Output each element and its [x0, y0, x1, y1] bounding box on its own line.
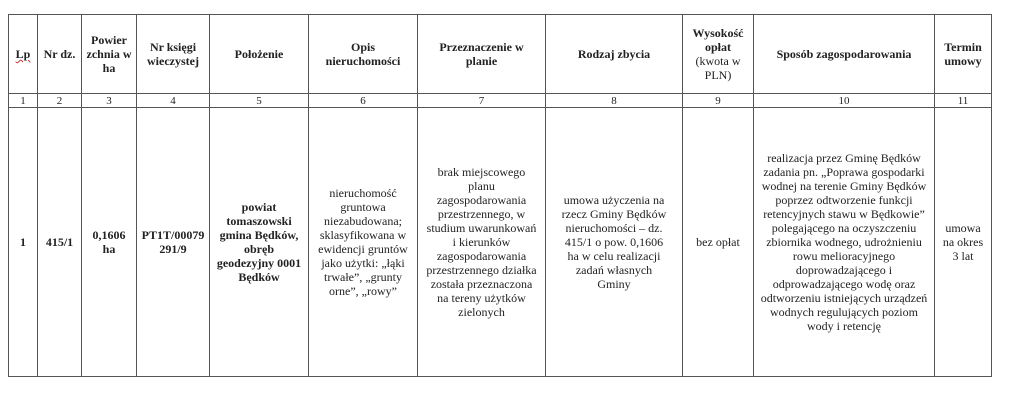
column-number: 1 [8, 93, 38, 108]
header-oplaty: Wysokość opłat (kwota w PLN) [682, 14, 754, 94]
property-table: Lp Nr dz. Powier zchnia w ha Nr księgi w… [8, 14, 992, 377]
table-row: 1 415/1 0,1606 ha PT1T/00079291/9 powiat… [8, 107, 992, 377]
cell-powierzchnia: 0,1606 ha [81, 107, 137, 377]
header-powierzchnia: Powier zchnia w ha [81, 14, 137, 94]
cell-rodzaj: umowa użyczenia na rzecz Gminy Będków ni… [545, 107, 683, 377]
cell-termin: umowa na okres 3 lat [934, 107, 992, 377]
header-polozenie: Położenie [209, 14, 309, 94]
header-label: Lp [15, 47, 31, 61]
cell-oplaty: bez opłat [682, 107, 754, 377]
cell-nr-dz: 415/1 [37, 107, 82, 377]
header-opis: Opis nieruchomości [308, 14, 418, 94]
header-lp: Lp [8, 14, 38, 94]
header-przeznaczenie: Przeznaczenie w planie [417, 14, 546, 94]
header-rodzaj: Rodzaj zbycia [545, 14, 683, 94]
header-label: Wysokość opłat [692, 26, 744, 54]
column-number-row: 1 2 3 4 5 6 7 8 9 10 11 [8, 93, 992, 108]
cell-przeznaczenie: brak miejscowego planu zagospodarowania … [417, 107, 546, 377]
column-number: 10 [753, 93, 935, 108]
column-number: 9 [682, 93, 754, 108]
column-number: 3 [81, 93, 137, 108]
cell-sposob: realizacja przez Gminę Będków zadania pn… [753, 107, 935, 377]
column-number: 7 [417, 93, 546, 108]
column-number: 4 [136, 93, 210, 108]
cell-opis: nieruchomość gruntowa niezabudowana; skl… [308, 107, 418, 377]
column-number: 8 [545, 93, 683, 108]
column-number: 6 [308, 93, 418, 108]
header-nr-dz: Nr dz. [37, 14, 82, 94]
cell-lp: 1 [8, 107, 38, 377]
header-row: Lp Nr dz. Powier zchnia w ha Nr księgi w… [8, 14, 992, 94]
column-number: 5 [209, 93, 309, 108]
column-number: 2 [37, 93, 82, 108]
header-termin: Termin umowy [934, 14, 992, 94]
header-sposob: Sposób zagospodarowania [753, 14, 935, 94]
column-number: 11 [934, 93, 992, 108]
cell-polozenie: powiat tomaszowski gmina Będków, obręb g… [209, 107, 309, 377]
header-sublabel: (kwota w PLN) [695, 54, 741, 82]
cell-ksiega: PT1T/00079291/9 [136, 107, 210, 377]
header-ksiega: Nr księgi wieczystej [136, 14, 210, 94]
